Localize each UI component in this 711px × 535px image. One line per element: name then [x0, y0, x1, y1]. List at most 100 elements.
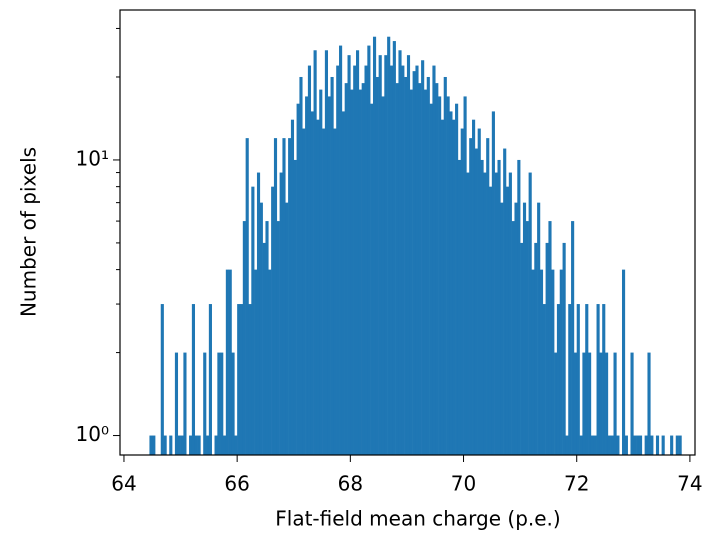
- bar: [432, 65, 436, 456]
- bar: [418, 83, 422, 456]
- bar: [610, 435, 614, 455]
- bar: [588, 352, 592, 455]
- bar: [319, 89, 323, 456]
- bar: [500, 202, 504, 455]
- bar: [446, 96, 450, 455]
- bar: [602, 304, 606, 455]
- bar: [630, 352, 634, 455]
- bar: [367, 45, 371, 456]
- bar: [174, 352, 179, 455]
- bar: [491, 111, 495, 456]
- bar: [344, 83, 348, 456]
- bar: [514, 202, 518, 455]
- bar: [621, 269, 626, 455]
- bar: [525, 221, 529, 455]
- bar: [571, 221, 575, 455]
- bar: [305, 96, 309, 455]
- bar: [248, 304, 252, 455]
- bar: [353, 65, 357, 456]
- bar: [568, 304, 572, 455]
- bar: [455, 103, 459, 456]
- bar: [670, 435, 674, 455]
- bar: [488, 186, 493, 455]
- bar: [339, 45, 343, 456]
- bar: [497, 159, 501, 456]
- y-axis-label: Number of pixels: [17, 147, 41, 317]
- bar: [355, 50, 360, 455]
- bar: [426, 76, 430, 455]
- bar: [579, 435, 583, 455]
- bar: [169, 435, 173, 455]
- bar: [404, 76, 408, 455]
- bar: [551, 269, 555, 455]
- bar: [381, 96, 385, 455]
- bar: [327, 96, 331, 455]
- bar: [576, 304, 580, 455]
- bar: [477, 128, 481, 455]
- x-axis-label: Flat-field mean charge (p.e.): [275, 507, 560, 531]
- bar: [194, 435, 198, 455]
- bar: [460, 128, 464, 455]
- bar: [537, 202, 541, 455]
- bar: [534, 242, 538, 455]
- bar: [273, 138, 278, 455]
- bar: [149, 435, 153, 455]
- bar: [208, 304, 212, 455]
- bar: [505, 186, 510, 455]
- x-tick-label: 66: [224, 472, 249, 496]
- bar: [548, 221, 552, 455]
- bar: [650, 435, 654, 455]
- bar: [160, 304, 164, 455]
- bar: [472, 119, 476, 455]
- bar: [483, 172, 487, 456]
- bar: [350, 89, 354, 456]
- bar: [449, 111, 453, 456]
- bar: [517, 159, 521, 456]
- bar: [616, 435, 620, 455]
- bar: [279, 172, 283, 456]
- bar: [661, 435, 665, 455]
- bar: [644, 435, 648, 455]
- bar: [435, 83, 439, 456]
- bar: [398, 50, 402, 455]
- bar: [522, 202, 527, 455]
- bar: [341, 111, 345, 456]
- bar: [234, 435, 238, 455]
- bar: [262, 242, 266, 455]
- bar: [401, 65, 405, 456]
- bar: [486, 138, 490, 455]
- bar: [559, 269, 563, 455]
- bar: [463, 96, 467, 455]
- x-tick-label: 70: [451, 472, 476, 496]
- bar: [290, 119, 295, 455]
- bar: [585, 304, 589, 455]
- bar: [389, 65, 394, 456]
- bar: [375, 76, 379, 455]
- bar: [330, 76, 334, 455]
- bar: [177, 435, 181, 455]
- bar: [542, 304, 546, 455]
- bar: [225, 269, 229, 455]
- bar: [384, 55, 388, 455]
- bar: [503, 148, 507, 455]
- bar: [282, 138, 286, 455]
- bar: [276, 221, 280, 455]
- bar: [268, 269, 272, 455]
- bar: [256, 172, 261, 456]
- bar: [322, 128, 326, 455]
- bar: [508, 172, 512, 456]
- bar: [183, 352, 187, 455]
- bar: [545, 242, 549, 455]
- bar: [605, 352, 609, 455]
- bar: [370, 103, 374, 456]
- bar: [259, 202, 263, 455]
- bar: [152, 435, 156, 455]
- bar: [191, 304, 196, 455]
- bar: [562, 242, 566, 455]
- bar: [231, 352, 235, 455]
- bar: [466, 172, 470, 456]
- bar: [254, 269, 258, 455]
- bar: [607, 435, 611, 455]
- bar: [415, 65, 419, 456]
- bar: [285, 202, 289, 455]
